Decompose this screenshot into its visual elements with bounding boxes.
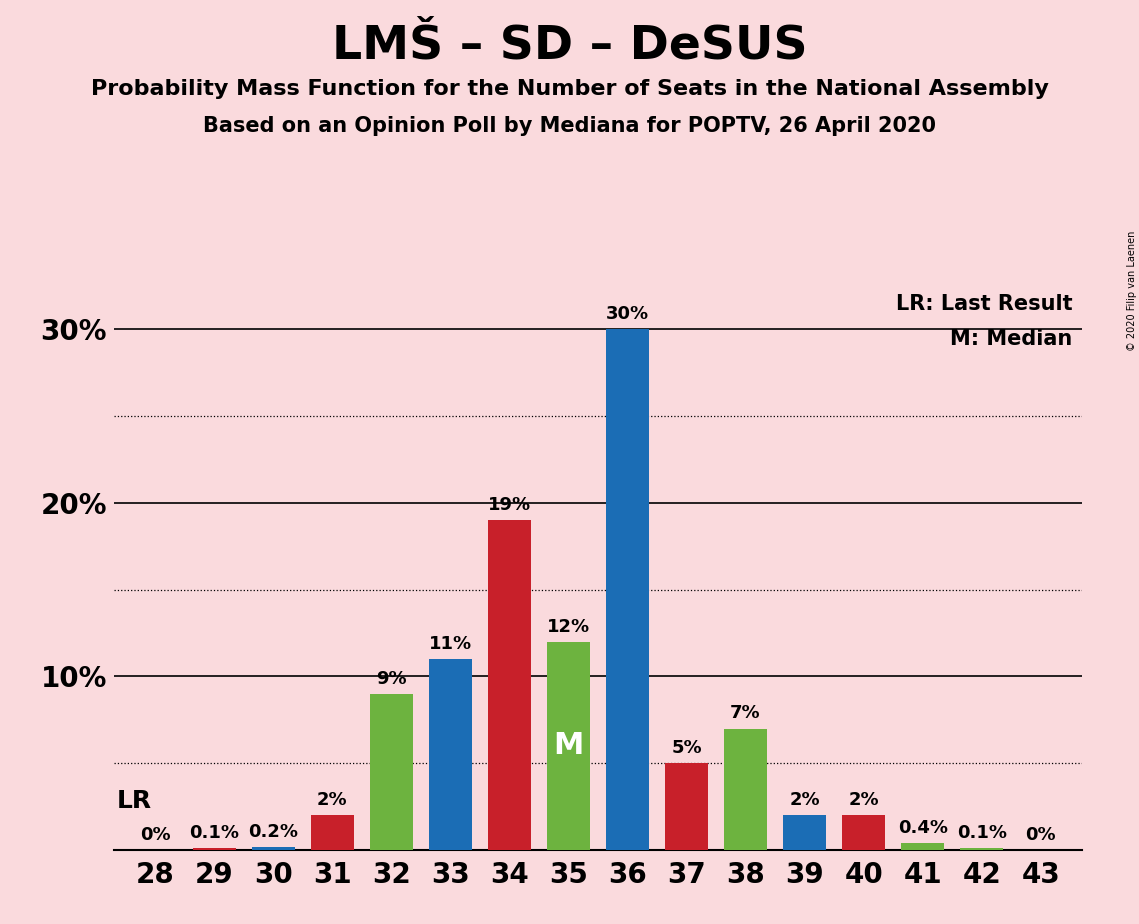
Bar <box>901 843 944 850</box>
Bar <box>370 694 412 850</box>
Text: 0.2%: 0.2% <box>248 822 298 841</box>
Text: 5%: 5% <box>671 739 702 757</box>
Bar <box>252 846 295 850</box>
Text: LMŠ – SD – DeSUS: LMŠ – SD – DeSUS <box>331 23 808 68</box>
Text: © 2020 Filip van Laenen: © 2020 Filip van Laenen <box>1126 231 1137 351</box>
Text: 7%: 7% <box>730 704 761 723</box>
Bar <box>429 659 472 850</box>
Text: 12%: 12% <box>547 617 590 636</box>
Text: LR: Last Result: LR: Last Result <box>895 295 1073 314</box>
Bar <box>960 848 1003 850</box>
Text: M: Median: M: Median <box>950 329 1073 348</box>
Text: 11%: 11% <box>428 635 472 653</box>
Text: 2%: 2% <box>789 791 820 809</box>
Bar <box>606 329 649 850</box>
Bar <box>311 815 353 850</box>
Text: 0.4%: 0.4% <box>898 819 948 837</box>
Bar <box>843 815 885 850</box>
Text: 19%: 19% <box>487 496 531 514</box>
Bar <box>547 642 590 850</box>
Text: 2%: 2% <box>849 791 879 809</box>
Text: 0.1%: 0.1% <box>189 824 239 843</box>
Text: 0.1%: 0.1% <box>957 824 1007 843</box>
Text: LR: LR <box>117 789 151 813</box>
Bar <box>724 728 767 850</box>
Text: 0%: 0% <box>140 826 171 844</box>
Text: Probability Mass Function for the Number of Seats in the National Assembly: Probability Mass Function for the Number… <box>91 79 1048 99</box>
Bar <box>784 815 826 850</box>
Bar <box>489 520 531 850</box>
Text: 2%: 2% <box>317 791 347 809</box>
Text: 0%: 0% <box>1025 826 1056 844</box>
Text: Based on an Opinion Poll by Mediana for POPTV, 26 April 2020: Based on an Opinion Poll by Mediana for … <box>203 116 936 136</box>
Text: 30%: 30% <box>606 305 649 323</box>
Text: M: M <box>554 732 583 760</box>
Bar <box>665 763 707 850</box>
Bar <box>192 848 236 850</box>
Text: 9%: 9% <box>376 670 407 687</box>
